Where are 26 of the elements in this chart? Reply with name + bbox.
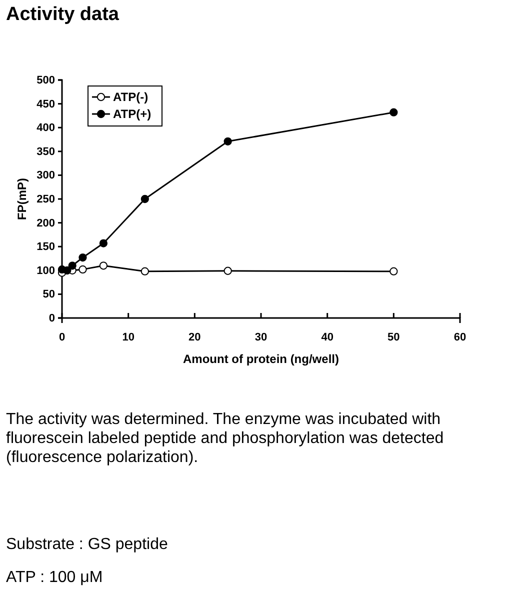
y-tick-label: 50 [42, 288, 55, 301]
text: ATP : 100 μM [6, 568, 104, 587]
y-tick-label: 450 [36, 98, 55, 110]
text: The activity was determined. The enzyme was incubated with fluorescein labeled peptide and phosphorylation was detected (fluorescence polarization). [6, 410, 445, 467]
x-tick-label: 30 [254, 331, 268, 344]
chart-title: Activity data [6, 4, 119, 26]
legend-label: ATP(+) [113, 107, 152, 121]
x-tick-label: 50 [388, 331, 400, 344]
y-axis-title: FP(mP) [15, 178, 29, 220]
x-tick-label: 20 [188, 331, 201, 344]
y-tick-label: 200 [36, 217, 55, 230]
y-tick-label: 250 [36, 194, 55, 206]
y-tick-label: 100 [36, 264, 55, 277]
x-tick-label: 40 [321, 331, 334, 344]
x-axis-title: Amount of protein (ng/well) [183, 352, 339, 366]
y-tick-label: 150 [36, 241, 55, 254]
y-tick-label: 300 [36, 170, 55, 182]
y-tick-label: 400 [36, 122, 55, 134]
y-tick-label: 500 [36, 74, 55, 87]
text: Substrate : GS peptide [6, 535, 169, 554]
y-tick-label: 350 [36, 146, 55, 158]
x-tick-label: 10 [122, 331, 134, 344]
x-tick-label: 0 [58, 331, 66, 344]
y-tick-label: 0 [48, 312, 55, 325]
x-tick-label: 60 [454, 331, 466, 344]
legend-label: ATP(-) [113, 90, 148, 104]
